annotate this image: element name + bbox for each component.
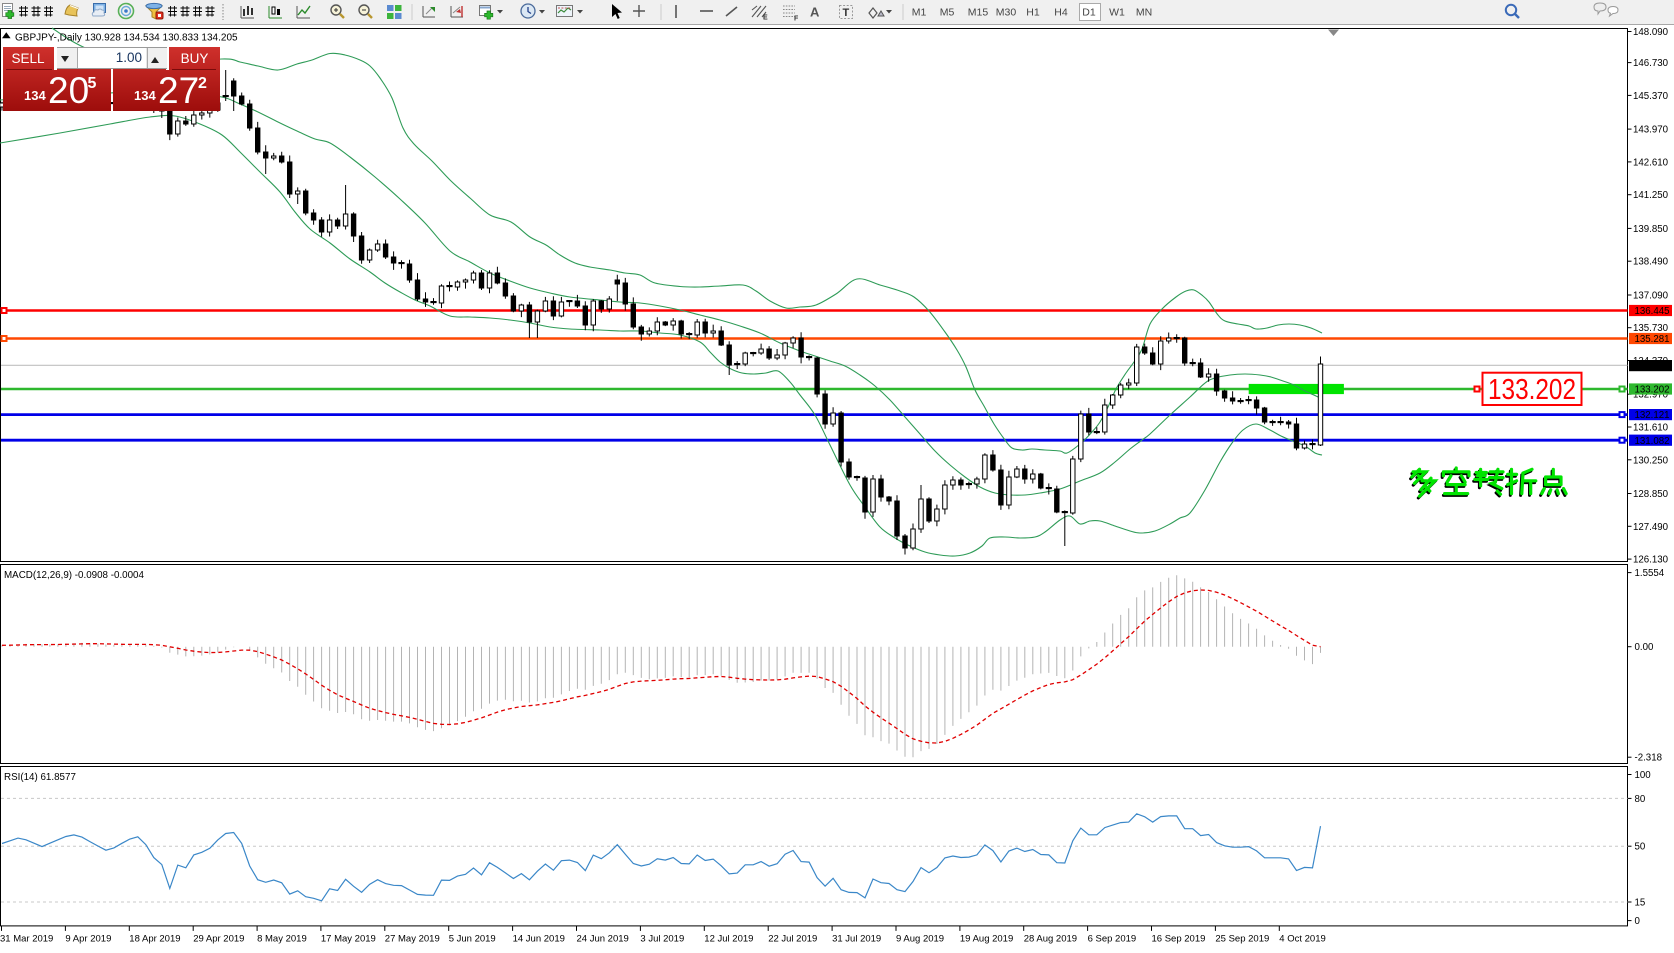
svg-text:126.130: 126.130 bbox=[1633, 555, 1669, 566]
svg-text:0: 0 bbox=[1635, 916, 1641, 927]
svg-text:5 Jun 2019: 5 Jun 2019 bbox=[449, 933, 496, 944]
svg-text:127.490: 127.490 bbox=[1633, 522, 1669, 533]
svg-text:131.610: 131.610 bbox=[1633, 423, 1669, 434]
svg-text:131.082: 131.082 bbox=[1635, 436, 1670, 447]
svg-text:MACD(12,26,9) -0.0908 -0.0004: MACD(12,26,9) -0.0908 -0.0004 bbox=[4, 570, 145, 581]
svg-text:136.445: 136.445 bbox=[1635, 306, 1670, 317]
svg-text:132.970: 132.970 bbox=[1633, 390, 1669, 401]
svg-text:31 Jul 2019: 31 Jul 2019 bbox=[832, 933, 881, 944]
svg-text:18 Apr 2019: 18 Apr 2019 bbox=[129, 933, 180, 944]
svg-text:145.370: 145.370 bbox=[1633, 91, 1669, 102]
svg-text:128.850: 128.850 bbox=[1633, 489, 1669, 500]
svg-text:132.121: 132.121 bbox=[1635, 410, 1670, 421]
svg-text:143.970: 143.970 bbox=[1633, 125, 1669, 136]
svg-text:24 Jun 2019: 24 Jun 2019 bbox=[577, 933, 629, 944]
svg-text:137.090: 137.090 bbox=[1633, 291, 1669, 302]
svg-text:135.281: 135.281 bbox=[1635, 334, 1670, 345]
svg-text:12 Jul 2019: 12 Jul 2019 bbox=[704, 933, 753, 944]
svg-text:3 Jul 2019: 3 Jul 2019 bbox=[640, 933, 684, 944]
svg-text:28 Aug 2019: 28 Aug 2019 bbox=[1024, 933, 1077, 944]
svg-text:134.205: 134.205 bbox=[1635, 361, 1670, 372]
svg-text:H4: H4 bbox=[1054, 7, 1068, 19]
svg-text:100: 100 bbox=[1635, 770, 1652, 781]
svg-text:139.850: 139.850 bbox=[1633, 224, 1669, 235]
svg-text:9 Apr 2019: 9 Apr 2019 bbox=[65, 933, 111, 944]
svg-text:M5: M5 bbox=[940, 7, 955, 19]
svg-text:M1: M1 bbox=[912, 7, 927, 19]
svg-text:80: 80 bbox=[1635, 794, 1646, 805]
svg-text:14 Jun 2019: 14 Jun 2019 bbox=[513, 933, 565, 944]
svg-text:GBPJPY-,Daily 130.928 134.534: GBPJPY-,Daily 130.928 134.534 130.833 13… bbox=[15, 33, 238, 44]
svg-text:M30: M30 bbox=[996, 7, 1017, 19]
svg-text:F: F bbox=[794, 16, 799, 23]
svg-text:MN: MN bbox=[1136, 7, 1152, 19]
svg-text:16 Sep 2019: 16 Sep 2019 bbox=[1152, 933, 1206, 944]
svg-text:130.250: 130.250 bbox=[1633, 455, 1669, 466]
svg-text:146.730: 146.730 bbox=[1633, 58, 1669, 69]
svg-text:E: E bbox=[763, 15, 768, 22]
svg-text:135.730: 135.730 bbox=[1633, 323, 1669, 334]
svg-text:RSI(14) 61.8577: RSI(14) 61.8577 bbox=[4, 772, 76, 783]
svg-text:133.202: 133.202 bbox=[1488, 374, 1576, 406]
svg-text:15: 15 bbox=[1635, 898, 1646, 909]
svg-text:1.5554: 1.5554 bbox=[1635, 568, 1665, 579]
svg-text:50: 50 bbox=[1635, 842, 1646, 853]
svg-text:4 Oct 2019: 4 Oct 2019 bbox=[1279, 933, 1325, 944]
svg-text:133.202: 133.202 bbox=[1635, 385, 1670, 396]
svg-text:27 May 2019: 27 May 2019 bbox=[385, 933, 440, 944]
svg-text:31 Mar 2019: 31 Mar 2019 bbox=[0, 933, 53, 944]
svg-text:A: A bbox=[810, 5, 820, 20]
svg-text:141.250: 141.250 bbox=[1633, 190, 1669, 201]
svg-text:142.610: 142.610 bbox=[1633, 157, 1669, 168]
svg-text:D1: D1 bbox=[1082, 7, 1096, 19]
svg-text:T: T bbox=[843, 7, 850, 19]
svg-text:-2.318: -2.318 bbox=[1635, 753, 1662, 764]
svg-text:H1: H1 bbox=[1026, 7, 1040, 19]
svg-text:22 Jul 2019: 22 Jul 2019 bbox=[768, 933, 817, 944]
svg-text:0.00: 0.00 bbox=[1635, 642, 1654, 653]
svg-text:M15: M15 bbox=[968, 7, 989, 19]
svg-text:9 Aug 2019: 9 Aug 2019 bbox=[896, 933, 944, 944]
svg-text:29 Apr 2019: 29 Apr 2019 bbox=[193, 933, 244, 944]
svg-text:8 May 2019: 8 May 2019 bbox=[257, 933, 307, 944]
svg-text:6 Sep 2019: 6 Sep 2019 bbox=[1088, 933, 1137, 944]
svg-text:W1: W1 bbox=[1109, 7, 1125, 19]
svg-text:19 Aug 2019: 19 Aug 2019 bbox=[960, 933, 1013, 944]
svg-text:148.090: 148.090 bbox=[1633, 27, 1669, 38]
svg-text:25 Sep 2019: 25 Sep 2019 bbox=[1215, 933, 1269, 944]
svg-text:138.490: 138.490 bbox=[1633, 257, 1669, 268]
svg-text:17 May 2019: 17 May 2019 bbox=[321, 933, 376, 944]
